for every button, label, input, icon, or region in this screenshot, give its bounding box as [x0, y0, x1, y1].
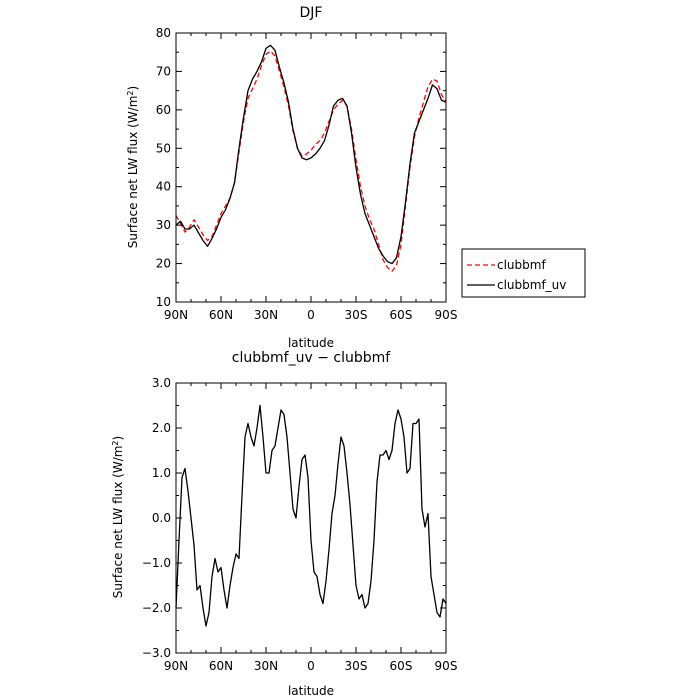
top-chart-x-tick-label: 90N [164, 308, 188, 322]
top-chart-x-tick-label: 60N [209, 308, 233, 322]
top-chart-y-axis-title-superscript: 2 [126, 90, 135, 95]
top-chart-y-axis-title: Surface net LW flux (W/m2) [126, 86, 141, 248]
top-chart-y-tick-label: 80 [156, 26, 171, 40]
bottom-chart-x-tick-label: 60N [209, 659, 233, 673]
bottom-chart-y-tick-label: 3.0 [152, 376, 171, 390]
bottom-chart-y-axis-title-close: ) [111, 436, 125, 441]
bottom-chart-x-axis-title: latitude [288, 684, 334, 698]
bottom-chart-y-tick-label: −2.0 [142, 601, 171, 615]
bottom-chart-y-axis-title: Surface net LW flux (W/m2) [111, 436, 126, 598]
top-chart-y-tick-label: 40 [156, 180, 171, 194]
bottom-chart-y-axis-title-main: Surface net LW flux (W/m [111, 446, 125, 599]
legend-label-clubbmf: clubbmf [497, 258, 546, 272]
bottom-chart-x-tick-label: 60S [390, 659, 413, 673]
top-chart-y-tick-label: 20 [156, 257, 171, 271]
top-chart-series-line-clubbmf-uv [175, 44, 447, 265]
top-chart-y-axis-title-main: Surface net LW flux (W/m [126, 96, 140, 249]
top-chart-frame [175, 32, 447, 303]
top-chart-y-tick-label: 60 [156, 103, 171, 117]
top-chart-x-tick-label: 0 [307, 308, 315, 322]
legend-label-clubbmf-uv: clubbmf_uv [497, 278, 566, 292]
top-chart-x-tick-label: 90S [435, 308, 458, 322]
bottom-chart-series-line-difference [175, 404, 447, 627]
top-chart-plot-area: 90N 60N 30N 0 30S 60S 90S 10 20 30 40 50 60 70 80 [156, 26, 458, 322]
top-chart-y-tick-label: 50 [156, 141, 171, 155]
legend: clubbmf clubbmf_uv [461, 248, 586, 298]
bottom-chart-x-tick-label: 30N [254, 659, 278, 673]
bottom-chart-y-tick-label: 2.0 [152, 421, 171, 435]
bottom-chart-y-tick-label: 1.0 [152, 466, 171, 480]
top-chart-series-line-clubbmf [175, 50, 447, 272]
bottom-chart-x-tick-label: 90S [435, 659, 458, 673]
top-chart-title: DJF [300, 5, 323, 21]
bottom-chart-x-tick-label: 30S [345, 659, 368, 673]
top-chart: DJF 90N 60N 30N 0 30S 60S 90S1020304050607080 … [126, 5, 586, 350]
bottom-chart-title: clubbmf_uv − clubbmf [232, 350, 391, 366]
top-chart-y-tick-label: 70 [156, 64, 171, 78]
bottom-chart-y-tick-label: 0.0 [152, 511, 171, 525]
top-chart-x-tick-label: 60S [390, 308, 413, 322]
legend-box [461, 248, 586, 298]
bottom-chart-frame [175, 382, 447, 654]
top-chart-y-tick-label: 10 [156, 295, 171, 309]
bottom-chart-y-tick-label: −3.0 [142, 646, 171, 660]
bottom-chart-y-axis-title-superscript: 2 [111, 440, 120, 445]
bottom-chart-x-tick-label: 0 [307, 659, 315, 673]
top-chart-x-axis-title: latitude [288, 336, 334, 350]
top-chart-x-tick-label: 30S [345, 308, 368, 322]
bottom-chart: clubbmf_uv − clubbmf 90N 60N 30N 0 30S 60S 90S… [111, 350, 458, 698]
bottom-chart-y-tick-label: −1.0 [142, 556, 171, 570]
top-chart-x-tick-label: 30N [254, 308, 278, 322]
top-chart-y-axis-title-close: ) [126, 86, 140, 91]
top-chart-y-tick-label: 30 [156, 218, 171, 232]
bottom-chart-plot-area: 90N 60N 30N 0 30S 60S 90S −3.0 −2.0 −1.0 0.0 1.0 2.0… [142, 376, 458, 673]
bottom-chart-x-tick-label: 90N [164, 659, 188, 673]
